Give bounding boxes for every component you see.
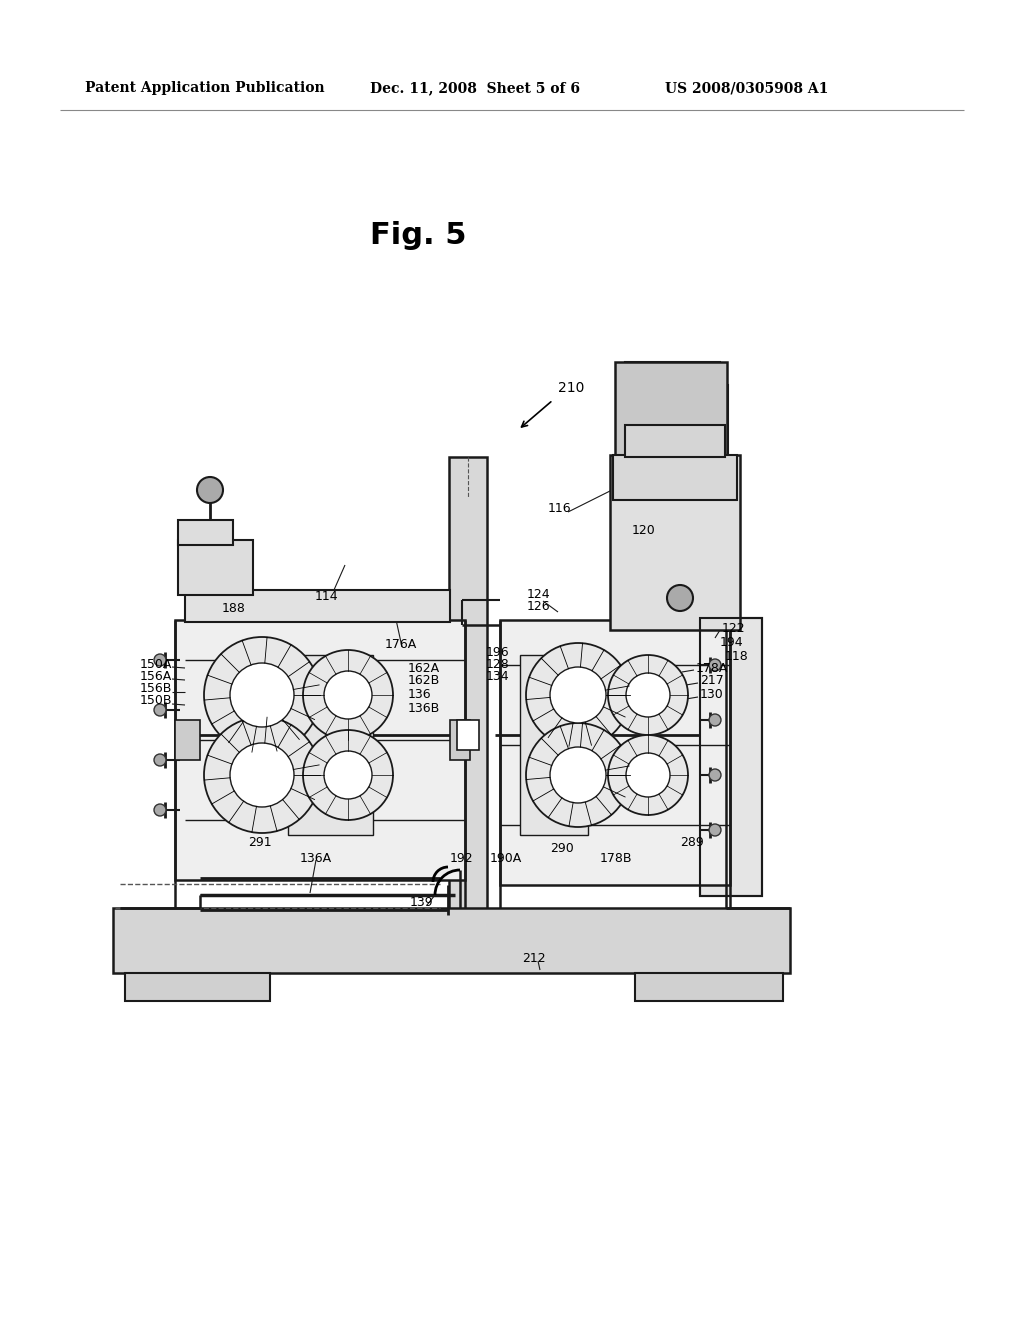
Bar [500, 620, 730, 884]
Text: 289: 289 [680, 837, 703, 850]
Circle shape [230, 663, 294, 727]
Bar [288, 655, 373, 836]
Text: 290: 290 [550, 842, 573, 854]
Text: 126: 126 [527, 601, 551, 614]
Text: 128: 128 [486, 659, 510, 672]
Bar [700, 618, 762, 896]
Bar [625, 362, 720, 387]
Text: 156B: 156B [140, 682, 172, 696]
Circle shape [608, 735, 688, 814]
Circle shape [550, 667, 606, 723]
Circle shape [709, 714, 721, 726]
Text: 210: 210 [558, 381, 585, 395]
Circle shape [709, 659, 721, 671]
Circle shape [526, 723, 630, 828]
Text: 178B: 178B [600, 851, 633, 865]
Bar [618, 385, 728, 457]
Text: 124: 124 [527, 587, 551, 601]
Text: 176A: 176A [385, 638, 417, 651]
Text: 188: 188 [222, 602, 246, 615]
Circle shape [608, 655, 688, 735]
Text: 139: 139 [410, 895, 433, 908]
Circle shape [303, 730, 393, 820]
Circle shape [154, 704, 166, 715]
Circle shape [626, 673, 670, 717]
Bar [520, 655, 588, 836]
Text: 116: 116 [548, 502, 571, 515]
Text: 178A: 178A [696, 661, 728, 675]
Text: 120: 120 [632, 524, 655, 536]
Text: 156A: 156A [140, 669, 172, 682]
Text: 162A: 162A [408, 663, 440, 676]
Text: 136A: 136A [300, 851, 332, 865]
Circle shape [303, 649, 393, 741]
Text: 150A: 150A [140, 657, 172, 671]
Circle shape [230, 743, 294, 807]
Text: 217: 217 [700, 675, 724, 688]
Bar [457, 719, 479, 750]
Circle shape [204, 638, 319, 752]
Circle shape [154, 754, 166, 766]
Bar [449, 457, 487, 909]
Bar [175, 620, 465, 880]
Circle shape [324, 671, 372, 719]
Text: 150B: 150B [140, 694, 172, 708]
Text: Dec. 11, 2008  Sheet 5 of 6: Dec. 11, 2008 Sheet 5 of 6 [370, 81, 580, 95]
Circle shape [324, 751, 372, 799]
Circle shape [626, 752, 670, 797]
Circle shape [204, 717, 319, 833]
Bar [113, 908, 790, 973]
Text: 190A: 190A [490, 851, 522, 865]
Text: 118: 118 [725, 649, 749, 663]
Bar [178, 520, 233, 545]
Bar [635, 973, 783, 1001]
Text: 194: 194 [720, 635, 743, 648]
Text: 291: 291 [248, 837, 271, 850]
Text: US 2008/0305908 A1: US 2008/0305908 A1 [665, 81, 828, 95]
Bar [125, 973, 270, 1001]
Text: 134: 134 [486, 671, 510, 684]
Bar [175, 719, 200, 760]
Circle shape [709, 824, 721, 836]
Circle shape [197, 477, 223, 503]
Bar [615, 362, 727, 457]
Text: 122: 122 [722, 622, 745, 635]
Text: 192: 192 [450, 851, 474, 865]
Bar [178, 540, 253, 595]
Text: 162B: 162B [408, 675, 440, 688]
Circle shape [550, 747, 606, 803]
Text: 136B: 136B [408, 701, 440, 714]
Bar [613, 455, 737, 500]
Bar [700, 618, 762, 896]
Text: 136: 136 [408, 689, 432, 701]
Circle shape [709, 770, 721, 781]
Text: 114: 114 [315, 590, 339, 602]
Circle shape [154, 653, 166, 667]
Circle shape [526, 643, 630, 747]
Text: 130: 130 [700, 688, 724, 701]
Bar [610, 455, 740, 630]
Text: 196: 196 [486, 647, 510, 660]
Text: Patent Application Publication: Patent Application Publication [85, 81, 325, 95]
Bar [185, 590, 450, 622]
Circle shape [154, 804, 166, 816]
Bar [450, 719, 470, 760]
Circle shape [667, 585, 693, 611]
Bar [625, 425, 725, 457]
Text: Fig. 5: Fig. 5 [370, 220, 467, 249]
Text: 212: 212 [522, 952, 546, 965]
